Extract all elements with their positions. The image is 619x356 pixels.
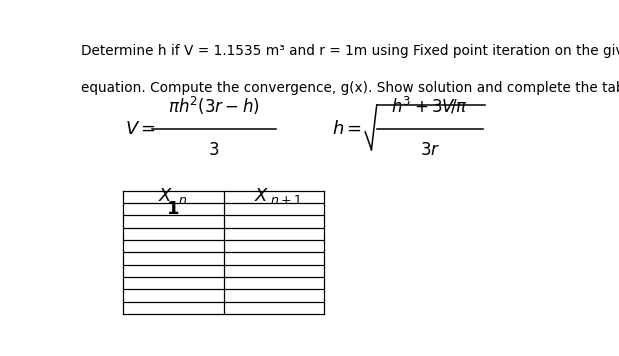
Text: $3$: $3$	[209, 141, 220, 159]
Text: 1: 1	[167, 200, 180, 218]
Text: $n+1$: $n+1$	[270, 194, 302, 207]
Text: $V =$: $V =$	[125, 120, 156, 138]
Text: $X$: $X$	[158, 187, 174, 205]
Text: $\pi h^2(3r - h)$: $\pi h^2(3r - h)$	[168, 95, 260, 117]
Text: Determine h if V = 1.1535 m³ and r = 1m using Fixed point iteration on the given: Determine h if V = 1.1535 m³ and r = 1m …	[81, 44, 619, 58]
Text: $3r$: $3r$	[420, 141, 440, 159]
Text: $h^3 + 3V\!/\pi$: $h^3 + 3V\!/\pi$	[391, 96, 469, 117]
Text: $n$: $n$	[178, 194, 188, 207]
Text: $X$: $X$	[254, 187, 270, 205]
Text: $h =$: $h =$	[332, 120, 361, 138]
Text: equation. Compute the convergence, g(x). Show solution and complete the table of: equation. Compute the convergence, g(x).…	[81, 80, 619, 95]
